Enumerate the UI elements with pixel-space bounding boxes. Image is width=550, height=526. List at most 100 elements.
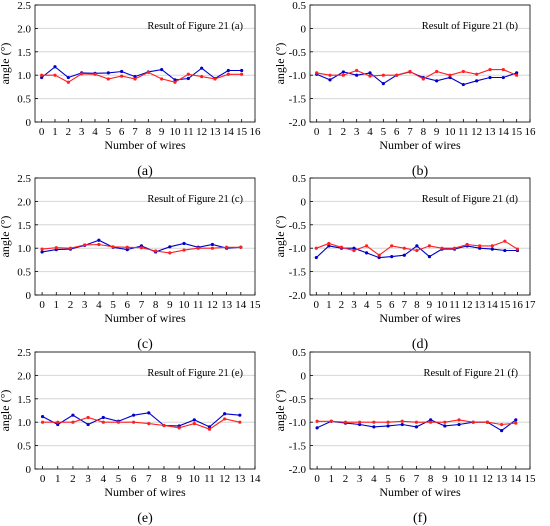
data-point [97,242,101,247]
data-point [429,420,433,424]
x-tick-label: 10 [179,299,191,311]
x-tick-label: 8 [146,126,152,138]
data-point [501,67,505,72]
y-tick-label: 2.0 [17,196,31,208]
x-tick-label: 15 [525,473,537,485]
data-point [358,420,362,424]
data-point [192,418,196,422]
x-tick-label: 8 [414,299,420,311]
y-tick-label: 1.0 [17,243,31,255]
data-point [147,411,151,415]
x-tick-label: 6 [400,473,406,485]
x-tick-label: 2 [70,473,76,485]
series-line-2 [42,416,240,430]
data-point [125,248,129,252]
data-point [97,238,101,242]
y-axis-label: angle (°) [0,390,12,432]
x-tick-label: 9 [442,473,448,485]
x-axis-label: Number of wires [379,485,461,499]
data-point [40,247,44,251]
data-point [475,79,479,83]
x-tick-label: 11 [183,126,194,138]
data-point [173,78,177,82]
data-point [448,73,452,77]
x-tick-label: 4 [367,126,373,138]
x-tick-label: 1 [52,126,58,138]
data-point [207,425,212,429]
x-tick-label: 16 [512,299,524,311]
y-tick-label: 0.5 [292,0,306,12]
y-tick-label: 2.5 [17,0,31,12]
data-point [101,420,105,424]
x-tick-label: 8 [161,473,167,485]
x-tick-label: 8 [428,473,434,485]
x-tick-label: 0 [314,473,320,485]
data-point [177,426,181,430]
data-point [415,244,419,248]
x-tick-label: 14 [498,126,510,138]
data-point [328,73,332,77]
x-axis-label: Number of wires [379,311,461,325]
data-point [488,67,492,72]
data-point [352,248,356,253]
y-axis-label: angle (°) [0,43,12,85]
y-tick-label: -1.0 [289,243,307,255]
plot-frame [34,177,256,296]
x-tick-label: 11 [458,126,469,138]
series-line-2 [41,71,242,83]
y-tick-label: 1.5 [17,394,31,406]
data-point [54,246,58,250]
data-point [106,77,110,81]
x-tick-label: 7 [407,126,413,138]
y-tick-label: 2.0 [17,370,31,382]
plot-frame [34,4,256,123]
x-tick-label: 11 [204,473,215,485]
x-tick-label: 5 [381,126,387,138]
panel-e: 00.51.01.52.02.50 1 2 3 4 5 6 7 8 9 10 11 12 13 14Numb… [0,347,261,526]
y-tick-label: -1.0 [289,417,307,429]
data-point [223,412,227,416]
data-point [133,77,137,81]
data-point [186,72,190,76]
x-tick-label: 12 [219,473,230,485]
x-axis-label: Number of wires [104,485,186,499]
x-tick-label: 14 [487,299,499,311]
x-tick-label: 6 [119,126,125,138]
data-point [386,424,390,428]
plot-frame [34,351,256,470]
data-point [514,418,518,422]
y-tick-label: 2.0 [17,23,31,35]
x-tick-label: 0 [39,126,45,138]
y-tick-label: 0.5 [17,94,31,106]
panel-f: -2.0-1.5-1.0-0.500.50 1 2 3 4 5 6 7 8 9 10 11 12 13 14… [273,347,536,526]
x-tick-label: 13 [496,473,508,485]
data-point [368,74,372,78]
x-tick-label: 15 [499,299,511,311]
data-point [147,422,151,426]
x-tick-label: 11 [449,299,460,311]
x-tick-label: 0 [314,126,320,138]
data-point [364,244,369,248]
y-tick-label: 1.5 [17,220,31,232]
x-tick-label: 7 [402,299,408,311]
data-point [500,429,504,433]
y-axis-label: angle (°) [273,43,287,85]
data-point [200,66,204,70]
data-point [352,246,356,250]
data-point [40,250,44,254]
x-tick-label: 7 [132,126,138,138]
x-tick-label: 11 [468,473,479,485]
panel-label: (c) [137,337,153,352]
data-point [168,251,172,255]
y-tick-label: 0.5 [17,267,31,279]
data-point [478,244,482,248]
x-tick-label: 11 [193,299,204,311]
x-tick-label: 3 [357,473,363,485]
y-tick-label: -0.5 [289,394,307,406]
data-point [182,241,186,246]
data-point [386,420,390,424]
y-tick-label: 0 [301,196,307,208]
data-point [355,68,359,73]
data-point [120,74,124,78]
y-axis-label: angle (°) [0,216,12,258]
